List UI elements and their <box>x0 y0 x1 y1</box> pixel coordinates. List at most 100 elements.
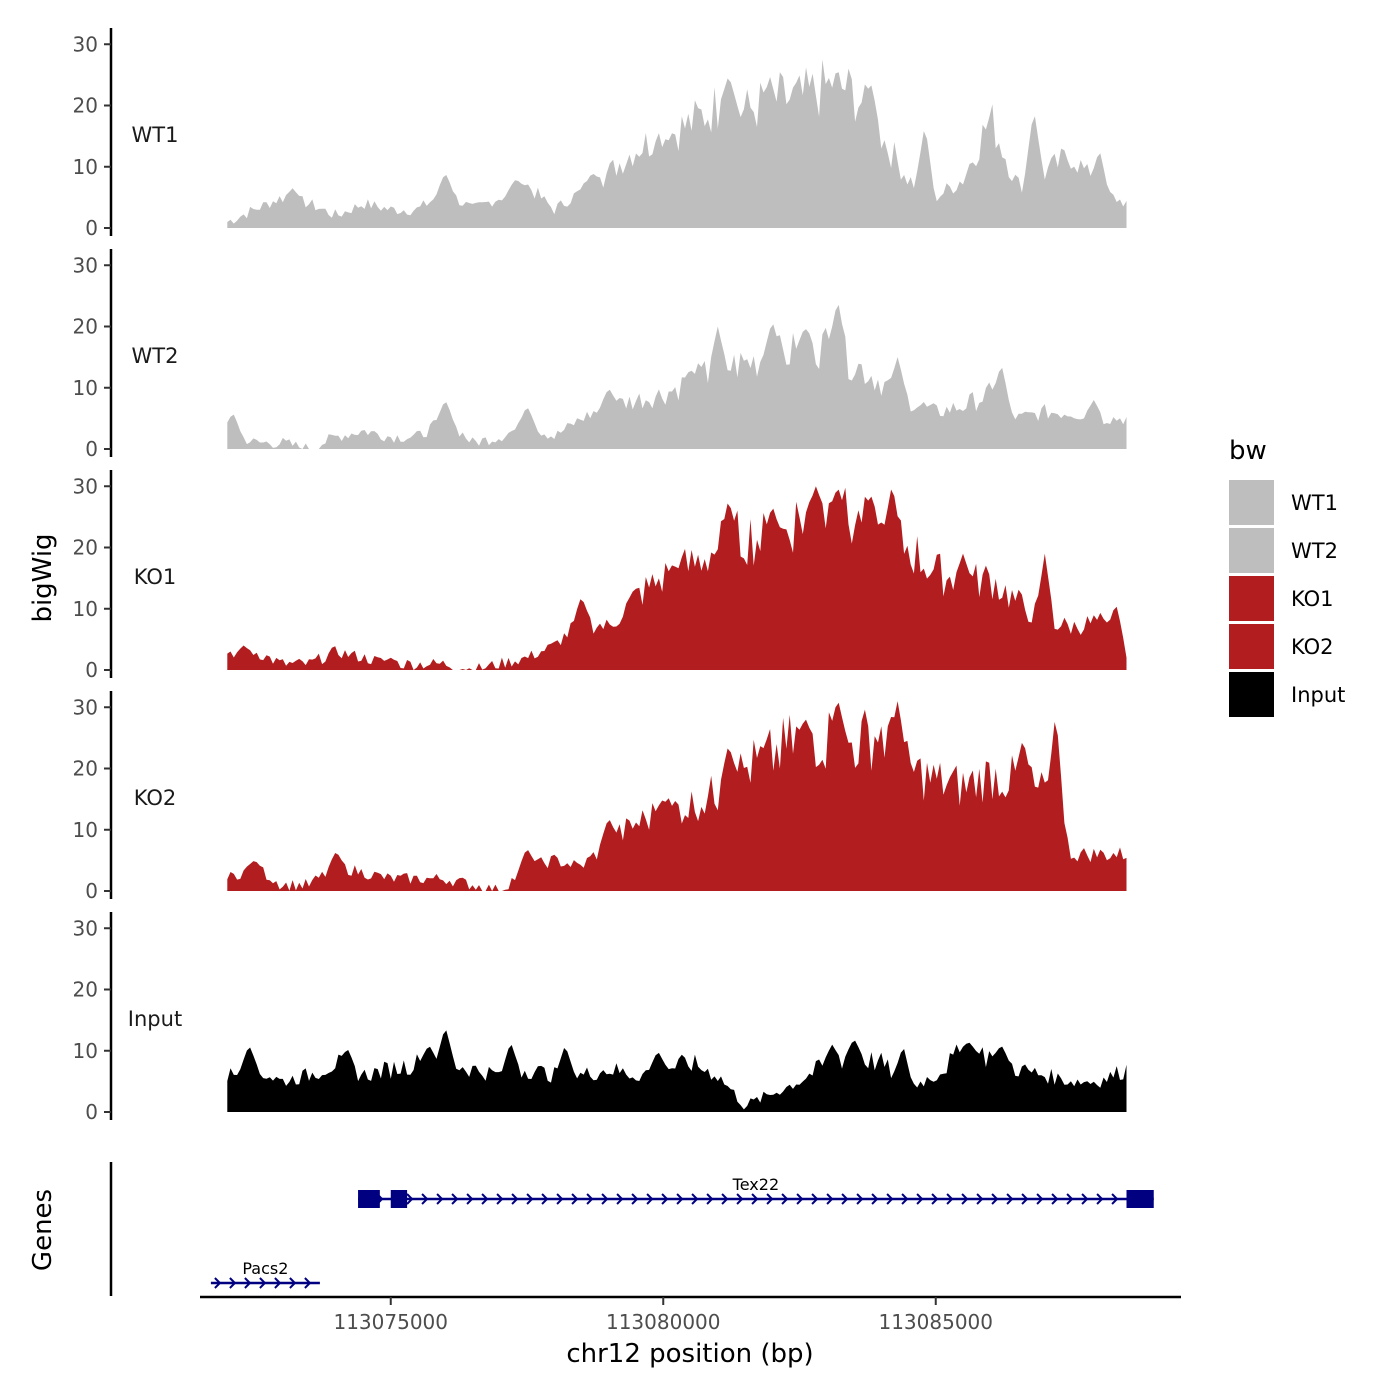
track-label-wt2: WT2 <box>132 344 179 368</box>
strand-arrow <box>289 1277 297 1289</box>
y-tick-label: 10 <box>73 1039 98 1063</box>
genes-axis-title: Genes <box>28 1189 58 1271</box>
strand-arrow <box>706 1193 714 1205</box>
panel-wt2: 0 10 20 30 WT2 <box>73 249 1127 461</box>
y-tick-label: 30 <box>73 695 98 719</box>
strand-arrow <box>721 1193 729 1205</box>
y-tick-label: 0 <box>85 216 98 240</box>
legend-title: bw <box>1229 436 1267 466</box>
strand-arrow <box>766 1193 774 1205</box>
strand-arrow <box>244 1277 252 1289</box>
strand-arrow <box>751 1193 759 1205</box>
strand-arrow <box>991 1193 999 1205</box>
strand-arrow <box>259 1277 267 1289</box>
strand-arrow <box>961 1193 969 1205</box>
strand-arrow <box>886 1193 894 1205</box>
legend-label-wt2: WT2 <box>1291 539 1338 563</box>
signal-area-input <box>227 1030 1127 1112</box>
bigwig-panels: 0 10 20 30 WT1 0 10 20 30 WT2 0 10 20 30 KO1 0 10 20 30 KO2… <box>73 28 1127 1124</box>
y-tick-label: 10 <box>73 818 98 842</box>
x-tick-label: 113075000 <box>333 1310 448 1334</box>
signal-area-wt2 <box>227 304 1127 449</box>
strand-arrow <box>631 1193 639 1205</box>
y-tick-label: 0 <box>85 1100 98 1124</box>
genes-panel: Tex22 Pacs2 <box>109 1162 1154 1296</box>
legend-swatch-wt2 <box>1229 528 1274 573</box>
gene-label-tex22: Tex22 <box>732 1175 779 1194</box>
y-tick-label: 0 <box>85 658 98 682</box>
track-label-ko2: KO2 <box>134 786 177 810</box>
strand-arrow <box>1111 1193 1119 1205</box>
strand-arrow <box>421 1193 429 1205</box>
strand-arrow <box>304 1277 312 1289</box>
y-tick-label: 20 <box>73 94 98 118</box>
signal-area-ko1 <box>227 486 1127 670</box>
strand-arrow <box>946 1193 954 1205</box>
strand-arrow <box>1081 1193 1089 1205</box>
strand-arrow <box>916 1193 924 1205</box>
panel-wt1: 0 10 20 30 WT1 <box>73 28 1127 240</box>
strand-arrow <box>274 1277 282 1289</box>
legend: bw WT1 WT2 KO1 KO2 Input <box>1229 436 1345 717</box>
strand-arrow <box>511 1193 519 1205</box>
legend-label-ko1: KO1 <box>1291 587 1334 611</box>
strand-arrow <box>871 1193 879 1205</box>
strand-arrow <box>541 1193 549 1205</box>
exon <box>358 1190 380 1208</box>
y-tick-label: 10 <box>73 155 98 179</box>
panel-ko1: 0 10 20 30 KO1 <box>73 470 1127 682</box>
exon <box>390 1190 408 1208</box>
y-tick-label: 20 <box>73 315 98 339</box>
strand-arrow <box>691 1193 699 1205</box>
strand-arrow <box>976 1193 984 1205</box>
strand-arrow <box>931 1193 939 1205</box>
track-label-ko1: KO1 <box>134 565 177 589</box>
strand-arrow <box>214 1277 222 1289</box>
strand-arrow <box>586 1193 594 1205</box>
y-tick-label: 20 <box>73 536 98 560</box>
y-tick-label: 10 <box>73 597 98 621</box>
strand-arrow <box>229 1277 237 1289</box>
x-axis-title: chr12 position (bp) <box>566 1339 813 1369</box>
y-tick-label: 20 <box>73 978 98 1002</box>
legend-label-input: Input <box>1291 683 1345 707</box>
panel-input: 0 10 20 30 Input <box>73 912 1127 1124</box>
strand-arrow <box>826 1193 834 1205</box>
strand-arrow <box>736 1193 744 1205</box>
strand-arrow <box>811 1193 819 1205</box>
strand-arrow <box>616 1193 624 1205</box>
strand-arrow <box>1021 1193 1029 1205</box>
signal-area-wt1 <box>227 59 1127 228</box>
strand-arrow <box>646 1193 654 1205</box>
gene-glyphs: Tex22 Pacs2 <box>210 1175 1154 1289</box>
strand-arrow <box>796 1193 804 1205</box>
y-tick-label: 0 <box>85 879 98 903</box>
strand-arrow <box>496 1193 504 1205</box>
y-tick-label: 0 <box>85 437 98 461</box>
strand-arrow <box>1036 1193 1044 1205</box>
y-tick-label: 30 <box>73 474 98 498</box>
strand-arrow <box>841 1193 849 1205</box>
x-tick-label: 113080000 <box>606 1310 721 1334</box>
legend-label-wt1: WT1 <box>1291 491 1338 515</box>
strand-arrow <box>556 1193 564 1205</box>
gene-pacs2: Pacs2 <box>210 1259 320 1289</box>
gene-label-pacs2: Pacs2 <box>242 1259 288 1278</box>
strand-arrow <box>451 1193 459 1205</box>
y-axis-title: bigWig <box>28 533 58 622</box>
strand-arrow <box>571 1193 579 1205</box>
strand-arrow <box>901 1193 909 1205</box>
signal-area-ko2 <box>227 701 1127 891</box>
strand-arrow <box>406 1193 414 1205</box>
x-axis: 113075000 113080000 113085000 <box>200 1295 1181 1334</box>
legend-swatch-input <box>1229 672 1274 717</box>
strand-arrow <box>781 1193 789 1205</box>
strand-arrow <box>661 1193 669 1205</box>
legend-swatch-wt1 <box>1229 480 1274 525</box>
x-tick-label: 113085000 <box>878 1310 993 1334</box>
y-tick-label: 30 <box>73 916 98 940</box>
strand-arrow <box>856 1193 864 1205</box>
legend-swatch-ko2 <box>1229 624 1274 669</box>
strand-arrow <box>1066 1193 1074 1205</box>
